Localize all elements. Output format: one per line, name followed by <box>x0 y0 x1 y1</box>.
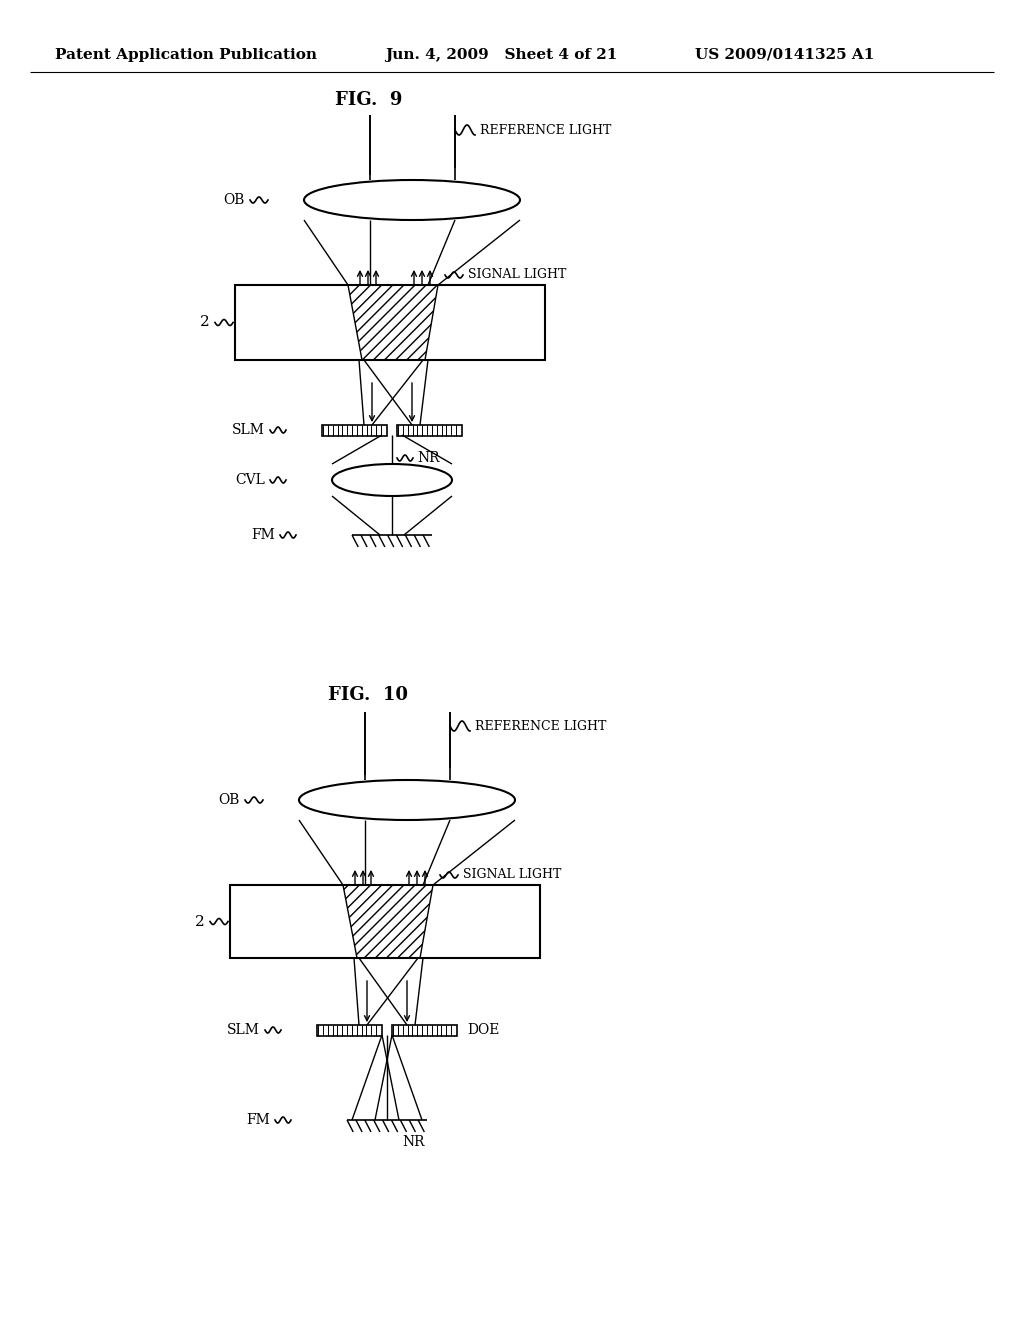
Text: SIGNAL LIGHT: SIGNAL LIGHT <box>468 268 566 281</box>
Text: SLM: SLM <box>232 422 265 437</box>
Bar <box>397 425 462 436</box>
Text: NR: NR <box>402 1135 425 1148</box>
Bar <box>317 1024 382 1035</box>
Text: OB: OB <box>219 793 240 807</box>
Text: Patent Application Publication: Patent Application Publication <box>55 48 317 62</box>
Bar <box>322 425 387 436</box>
Text: REFERENCE LIGHT: REFERENCE LIGHT <box>475 719 606 733</box>
Bar <box>234 285 545 360</box>
Text: US 2009/0141325 A1: US 2009/0141325 A1 <box>695 48 874 62</box>
Text: DOE: DOE <box>467 1023 500 1038</box>
Text: NR: NR <box>417 451 439 465</box>
Text: SIGNAL LIGHT: SIGNAL LIGHT <box>463 869 561 882</box>
Text: FIG.  9: FIG. 9 <box>335 91 402 110</box>
Bar <box>392 1024 457 1035</box>
Text: CVL: CVL <box>236 473 265 487</box>
Bar <box>230 884 540 958</box>
Text: REFERENCE LIGHT: REFERENCE LIGHT <box>480 124 611 136</box>
Text: 2: 2 <box>196 915 205 928</box>
Text: Jun. 4, 2009   Sheet 4 of 21: Jun. 4, 2009 Sheet 4 of 21 <box>385 48 617 62</box>
Text: 2: 2 <box>201 315 210 330</box>
Text: OB: OB <box>223 193 245 207</box>
Text: FIG.  10: FIG. 10 <box>328 686 408 704</box>
Text: SLM: SLM <box>227 1023 260 1038</box>
Text: FM: FM <box>251 528 275 543</box>
Text: FM: FM <box>246 1113 270 1127</box>
